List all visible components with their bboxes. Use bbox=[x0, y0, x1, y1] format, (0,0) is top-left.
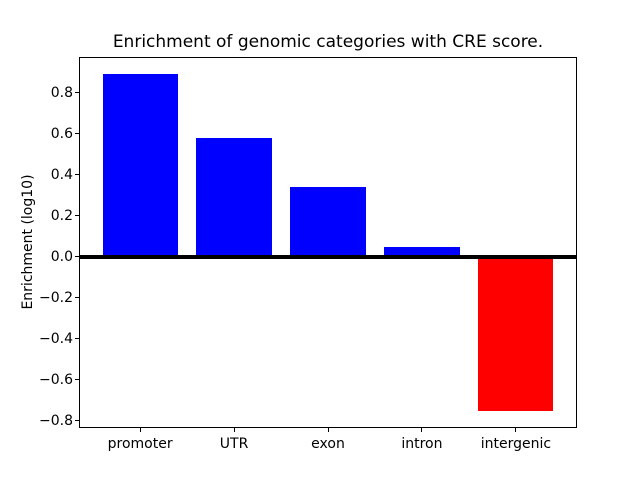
chart-title: Enrichment of genomic categories with CR… bbox=[112, 32, 544, 52]
y-tick-label: 0.4 bbox=[50, 166, 73, 183]
x-tick-mark bbox=[233, 428, 235, 432]
y-tick-label: −0.6 bbox=[39, 371, 73, 388]
y-tick-mark bbox=[75, 174, 79, 176]
x-tick-label-promoter: promoter bbox=[107, 436, 173, 452]
bar-intron bbox=[384, 246, 460, 257]
x-tick-label-UTR: UTR bbox=[219, 436, 249, 452]
x-tick-mark bbox=[327, 428, 329, 432]
x-tick-label-intergenic: intergenic bbox=[480, 436, 552, 452]
x-tick-mark bbox=[139, 428, 141, 432]
y-tick-label: 0.0 bbox=[50, 248, 73, 265]
y-tick-label: 0.2 bbox=[50, 207, 73, 224]
bar-exon bbox=[290, 187, 366, 257]
y-tick-label: −0.2 bbox=[39, 289, 73, 306]
y-tick-mark bbox=[75, 420, 79, 422]
y-tick-mark bbox=[75, 379, 79, 381]
y-tick-mark bbox=[75, 133, 79, 135]
x-tick-label-intron: intron bbox=[401, 436, 443, 452]
y-tick-mark bbox=[75, 297, 79, 299]
y-tick-mark bbox=[75, 256, 79, 258]
zero-line bbox=[80, 254, 576, 259]
bar-UTR bbox=[196, 137, 272, 257]
y-tick-mark bbox=[75, 92, 79, 94]
x-tick-mark bbox=[421, 428, 423, 432]
y-tick-label: −0.4 bbox=[39, 330, 73, 347]
bar-intergenic bbox=[478, 256, 554, 411]
x-tick-label-exon: exon bbox=[311, 436, 345, 452]
y-tick-mark bbox=[75, 215, 79, 217]
bar-promoter bbox=[102, 74, 178, 257]
y-tick-label: 0.8 bbox=[50, 84, 73, 101]
y-tick-mark bbox=[75, 338, 79, 340]
y-tick-label: −0.8 bbox=[39, 412, 73, 429]
y-tick-label: 0.6 bbox=[50, 125, 73, 142]
x-tick-mark bbox=[515, 428, 517, 432]
